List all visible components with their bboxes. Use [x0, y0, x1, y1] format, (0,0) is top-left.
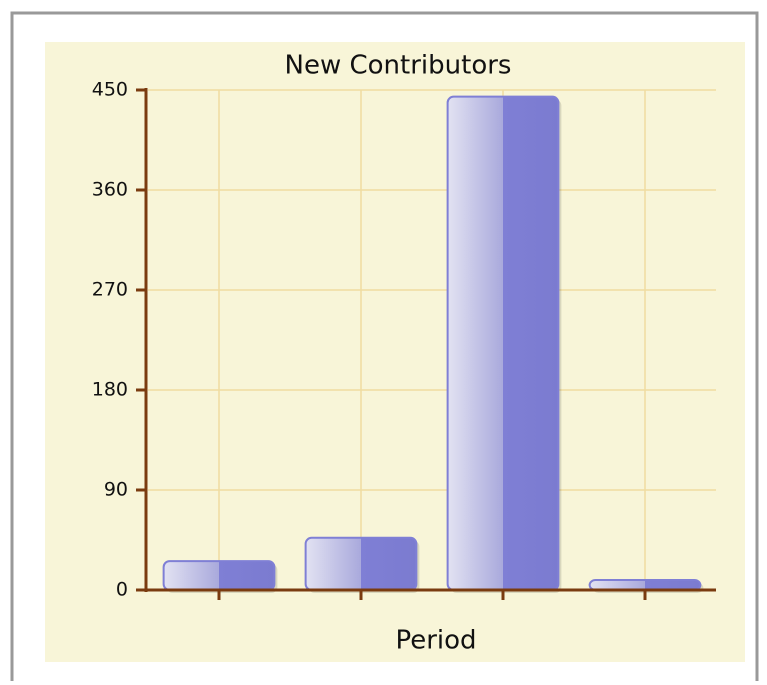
chart-title: New Contributors [285, 51, 512, 81]
y-tick-label: 270 [92, 279, 128, 301]
y-tick-label: 90 [104, 479, 128, 501]
bar [446, 95, 560, 592]
y-tick-label: 0 [116, 579, 128, 601]
bar [304, 536, 418, 591]
bar [162, 560, 276, 591]
y-tick-label: 180 [92, 379, 128, 401]
frame [10, 11, 759, 681]
x-axis-label: Period [395, 626, 476, 656]
y-tick-label: 450 [92, 79, 128, 101]
y-tick-label: 360 [92, 179, 128, 201]
